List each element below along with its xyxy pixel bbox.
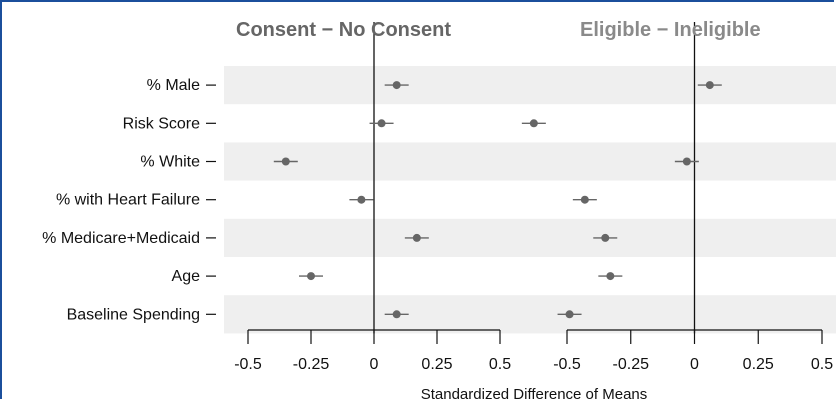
x-tick-label: -0.5 bbox=[553, 356, 581, 373]
data-point bbox=[412, 233, 421, 242]
data-point bbox=[281, 157, 290, 166]
row-band bbox=[224, 218, 836, 257]
x-tick-label: -0.25 bbox=[293, 356, 330, 373]
data-point bbox=[705, 81, 714, 90]
panel-title: Eligible − Ineligible bbox=[580, 19, 761, 41]
data-point bbox=[357, 195, 366, 204]
data-point bbox=[606, 272, 615, 281]
x-tick-label: 0.5 bbox=[489, 356, 511, 373]
data-point bbox=[601, 233, 610, 242]
panel-title: Consent − No Consent bbox=[236, 19, 451, 41]
category-label: % White bbox=[140, 154, 200, 171]
row-band bbox=[224, 142, 836, 181]
data-point bbox=[377, 119, 386, 128]
x-tick-label: -0.5 bbox=[234, 356, 262, 373]
category-label: % Medicare+Medicaid bbox=[42, 230, 200, 247]
data-point bbox=[307, 272, 315, 281]
data-point bbox=[580, 195, 589, 204]
category-label: % Male bbox=[147, 77, 200, 94]
row-band bbox=[224, 66, 836, 105]
x-tick-label: 0.25 bbox=[421, 356, 452, 373]
x-tick-label: 0.25 bbox=[743, 356, 774, 373]
x-tick-label: -0.25 bbox=[613, 356, 650, 373]
data-point bbox=[529, 119, 538, 128]
category-label: Baseline Spending bbox=[67, 306, 200, 323]
data-point bbox=[392, 81, 401, 90]
data-point bbox=[392, 310, 401, 319]
category-label: Age bbox=[172, 268, 201, 285]
x-tick-label: 0 bbox=[690, 356, 699, 373]
x-tick-label: 0 bbox=[370, 356, 379, 373]
data-point bbox=[682, 157, 691, 166]
data-point bbox=[565, 310, 574, 319]
x-axis-label: Standardized Difference of Means bbox=[421, 386, 648, 401]
category-label: Risk Score bbox=[123, 115, 200, 132]
row-band bbox=[224, 295, 836, 334]
category-label: % with Heart Failure bbox=[56, 192, 200, 209]
x-tick-label: 0.5 bbox=[811, 356, 833, 373]
